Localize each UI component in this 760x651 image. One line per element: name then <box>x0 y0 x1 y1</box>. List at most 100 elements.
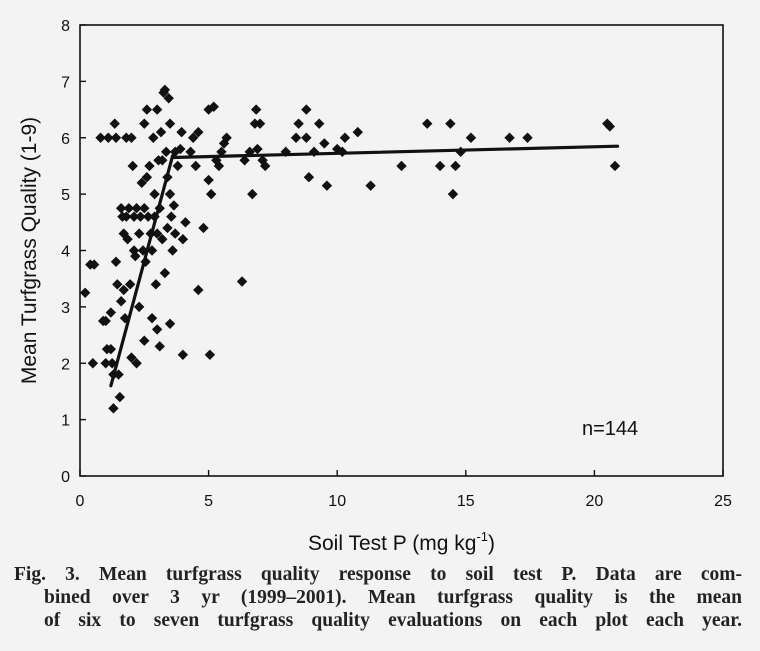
figure-caption: Fig. 3. Mean turfgrass quality response … <box>14 563 742 632</box>
data-point <box>133 228 145 239</box>
data-point <box>115 296 127 307</box>
data-point <box>95 132 106 143</box>
fit-lines <box>109 144 620 388</box>
data-point <box>504 132 515 143</box>
data-point <box>100 315 111 327</box>
data-point <box>221 132 232 143</box>
data-point <box>121 211 132 222</box>
data-point <box>126 132 137 143</box>
data-point <box>128 211 140 222</box>
data-point <box>321 180 333 191</box>
data-point <box>166 211 177 222</box>
data-point <box>198 222 209 234</box>
data-point <box>167 245 178 256</box>
data-point <box>254 118 266 129</box>
data-point <box>136 177 147 189</box>
data-point <box>445 118 456 129</box>
data-point <box>157 234 168 245</box>
x-tick-label: 20 <box>586 493 604 510</box>
data-point <box>124 279 136 290</box>
data-point <box>205 188 217 200</box>
data-point <box>79 287 91 298</box>
data-point <box>396 160 407 172</box>
data-point <box>193 126 204 138</box>
x-axis-label-main: Soil Test P (mg kg <box>308 532 476 555</box>
x-axis-label-superscript: -1 <box>476 529 488 544</box>
data-point <box>208 101 219 112</box>
data-point <box>160 146 172 158</box>
data-point <box>164 318 176 329</box>
caption-line-2: bined over 3 yr (1999–2001). Mean turfgr… <box>44 587 742 608</box>
data-point <box>175 143 186 155</box>
sample-size-annotation: n=144 <box>582 418 638 440</box>
y-tick-label: 1 <box>61 413 70 430</box>
data-point <box>365 180 376 191</box>
data-point <box>522 132 533 143</box>
data-point <box>180 217 191 228</box>
data-point <box>164 188 176 200</box>
data-point <box>339 132 351 143</box>
data-point <box>118 284 129 296</box>
data-point <box>204 349 216 360</box>
data-point <box>176 126 187 138</box>
y-tick-label: 8 <box>61 18 70 35</box>
data-point <box>177 234 189 245</box>
data-point <box>141 172 153 183</box>
data-point <box>213 160 225 172</box>
data-point <box>109 118 120 129</box>
data-point <box>142 211 154 222</box>
data-point <box>114 391 126 403</box>
data-point <box>162 222 173 234</box>
data-point <box>252 143 263 155</box>
data-point <box>203 174 214 186</box>
data-point <box>168 200 180 211</box>
data-point <box>151 228 163 239</box>
y-tick-label: 4 <box>61 244 70 261</box>
data-point <box>163 93 174 104</box>
data-point <box>187 132 199 143</box>
data-point <box>123 203 135 214</box>
data-point <box>150 279 162 290</box>
y-axis-ticks: 0 1 2 3 4 5 6 7 8 <box>61 18 86 486</box>
data-point <box>190 160 201 172</box>
data-point <box>149 188 160 200</box>
y-axis-label: Mean Turfgrass Quality (1-9) <box>18 117 41 384</box>
data-point <box>105 307 117 318</box>
data-point <box>169 146 181 158</box>
y-tick-label: 6 <box>61 131 70 148</box>
data-point <box>126 352 137 363</box>
data-point <box>110 256 122 267</box>
data-point <box>301 132 312 143</box>
data-point <box>447 188 459 200</box>
data-point <box>164 118 176 129</box>
data-point <box>172 160 183 172</box>
data-point <box>148 132 159 143</box>
data-point <box>131 358 142 369</box>
x-tick-label: 5 <box>204 493 213 510</box>
data-point <box>290 132 302 143</box>
x-tick-label: 0 <box>76 493 85 510</box>
data-point <box>159 84 171 96</box>
data-point <box>103 132 114 143</box>
data-point <box>139 203 150 214</box>
data-point <box>88 259 100 270</box>
data-point <box>157 155 168 166</box>
y-tick-label: 0 <box>61 469 70 486</box>
data-point <box>239 155 250 166</box>
data-point <box>139 335 150 346</box>
data-point <box>293 118 304 129</box>
data-points <box>79 84 621 414</box>
y-tick-label: 5 <box>61 187 70 204</box>
data-point <box>131 203 142 214</box>
caption-line-3: of six to seven turfgrass quality evalua… <box>44 610 742 631</box>
x-tick-label: 25 <box>714 493 732 510</box>
fit-line-segment <box>170 144 620 160</box>
x-axis-label-end: ) <box>488 532 495 555</box>
data-point <box>609 160 621 172</box>
data-point <box>155 126 167 138</box>
data-point <box>110 132 122 143</box>
data-point <box>87 358 99 369</box>
data-point <box>185 146 196 158</box>
data-point <box>141 104 153 115</box>
data-point <box>303 172 315 183</box>
